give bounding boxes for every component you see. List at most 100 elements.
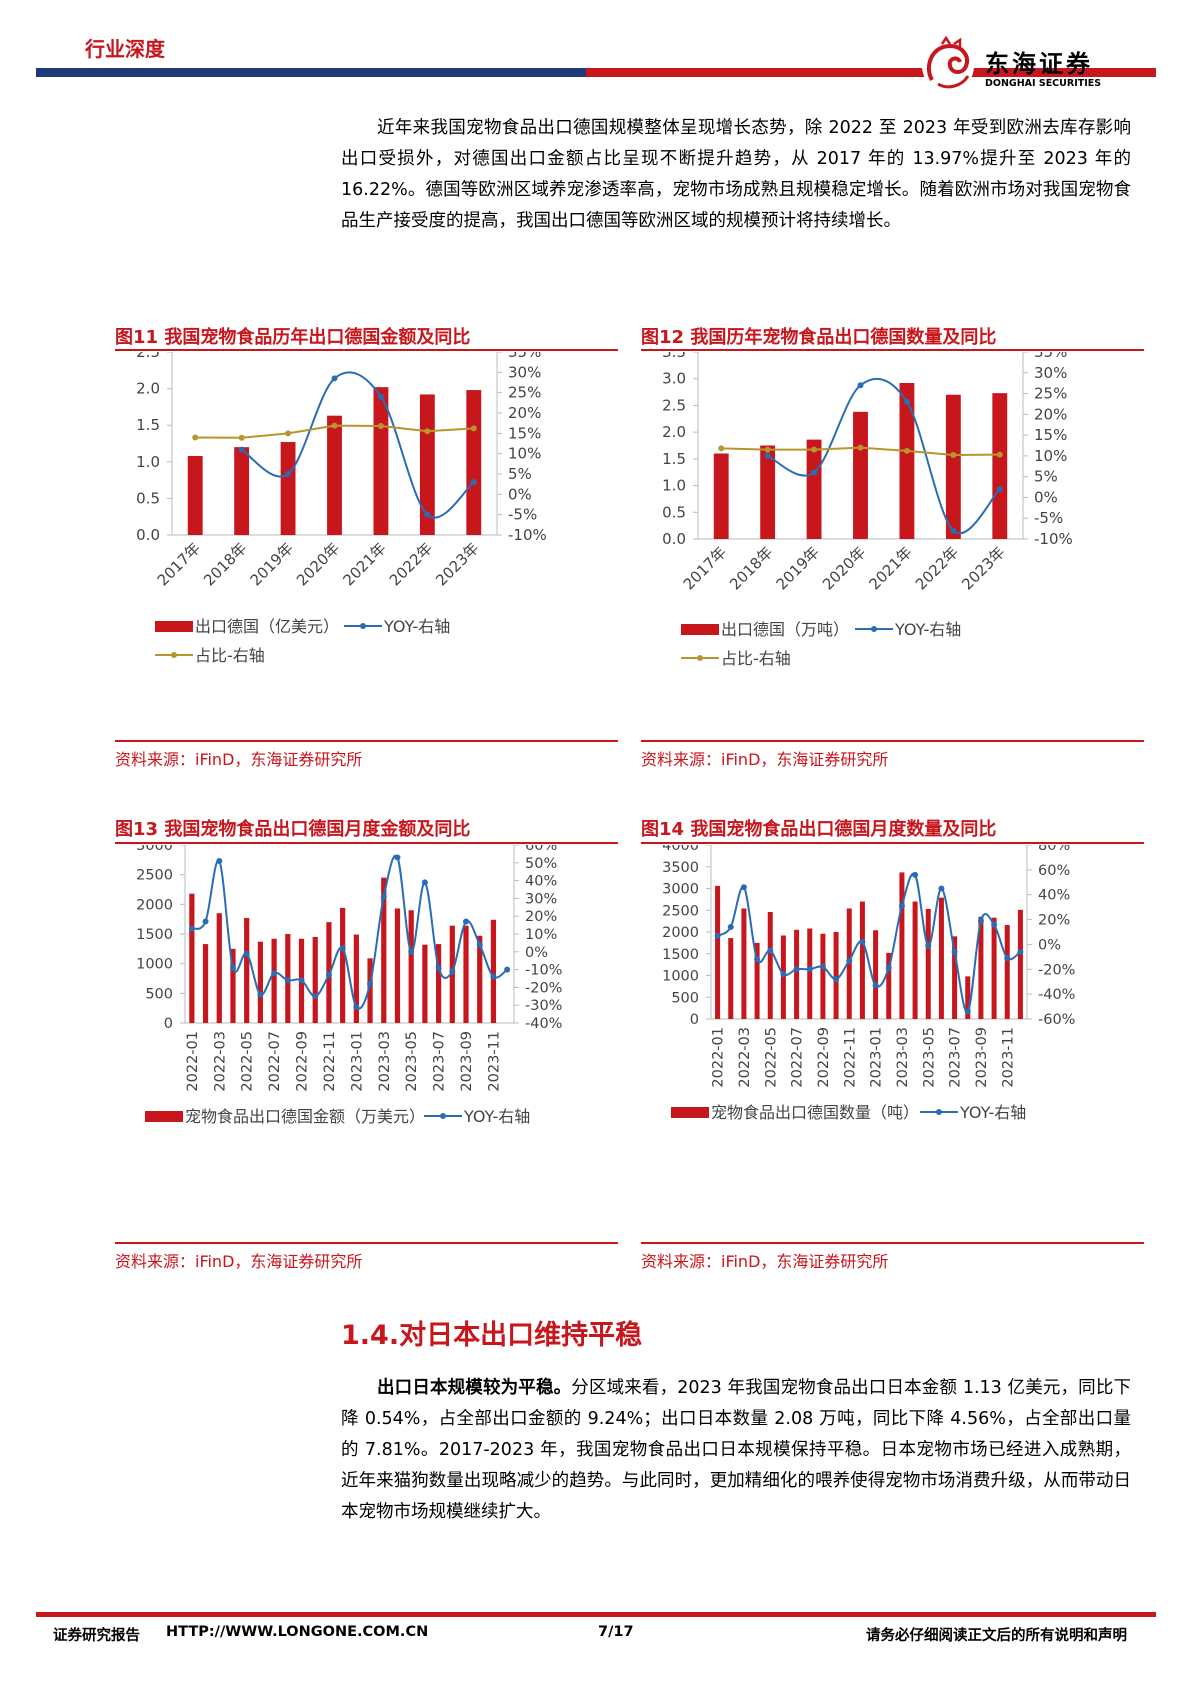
bar (271, 938, 277, 1023)
x-tick-label: 2023-09 (974, 1027, 990, 1088)
right-tick-label: 15% (1034, 426, 1067, 444)
right-tick-label: -5% (508, 506, 537, 524)
x-tick-label: 2022-01 (185, 1031, 201, 1092)
figure-14-bottom-rule (641, 1242, 1144, 1244)
bar (859, 901, 865, 1019)
x-tick-label: 2023-05 (921, 1027, 937, 1088)
bar (899, 382, 915, 539)
x-tick-label: 2019年 (773, 543, 823, 593)
yoy-point (754, 956, 761, 963)
right-tick-label: 10% (508, 445, 541, 463)
left-tick-label: 2.5 (662, 396, 686, 414)
right-tick-label: 20% (1038, 913, 1070, 929)
left-tick-label: 2.5 (136, 352, 160, 361)
right-tick-label: 0% (1034, 488, 1058, 506)
left-tick-label: 1.5 (136, 416, 160, 434)
figure-11-title: 图11 我国宠物食品历年出口德国金额及同比 (115, 327, 471, 348)
legend-label: 出口德国（亿美元） (195, 617, 339, 636)
yoy-point (714, 932, 721, 939)
right-tick-label: -10% (508, 526, 547, 544)
share-point (718, 445, 725, 452)
bar (381, 877, 387, 1023)
right-tick-label: -20% (525, 980, 562, 996)
figure-13-title: 图13 我国宠物食品出口德国月度金额及同比 (115, 819, 471, 840)
bar (187, 455, 203, 535)
bar (490, 919, 497, 1023)
yoy-point (298, 977, 305, 984)
share-point (903, 447, 910, 454)
yoy-point (202, 918, 209, 925)
yoy-point (859, 938, 866, 945)
right-tick-label: 80% (1038, 845, 1070, 854)
share-point (811, 446, 818, 453)
right-tick-label: -40% (1038, 987, 1075, 1003)
legend-label: 宠物食品出口德国数量（吨） (711, 1103, 919, 1122)
legend-label: YOY-右轴 (463, 1107, 530, 1126)
right-tick-label: -40% (525, 1016, 562, 1032)
yoy-point (1004, 955, 1011, 962)
footer-url[interactable]: HTTP://WWW.LONGONE.COM.CN (166, 1624, 429, 1640)
left-tick-label: 4000 (662, 845, 699, 854)
yoy-point (964, 1008, 971, 1015)
bar (713, 453, 729, 539)
figure-13-chart: 0 500 1000 1500 2000 2500 3000 -40% -30% -20%-10%… (136, 845, 562, 1126)
bar (925, 908, 931, 1019)
bar (886, 952, 892, 1019)
bar (340, 907, 346, 1023)
bar (1017, 909, 1023, 1019)
x-tick-label: 2018年 (200, 539, 250, 589)
x-tick-label: 2022-03 (737, 1027, 753, 1088)
left-tick-label: 0.0 (136, 526, 160, 544)
brand-name-cn: 东海证券 (985, 50, 1093, 78)
figure-12-bottom-rule (641, 740, 1144, 742)
yoy-point (424, 511, 431, 518)
section-paragraph: 出口日本规模较为平稳。分区域来看，2023 年我国宠物食品出口日本金额 1.13… (341, 1373, 1131, 1528)
right-tick-label: 20% (525, 909, 557, 925)
left-tick-label: 2.0 (662, 423, 686, 441)
x-tick-label: 2023-07 (432, 1031, 448, 1092)
yoy-point (331, 375, 338, 382)
left-tick-label: 1500 (662, 947, 699, 963)
left-tick-label: 2500 (662, 903, 699, 919)
right-tick-label: 40% (1038, 888, 1070, 904)
figure-13-source: 资料来源：iFinD，东海证券研究所 (115, 1252, 363, 1271)
figure-12-source: 资料来源：iFinD，东海证券研究所 (641, 750, 889, 769)
yoy-point (243, 950, 250, 957)
legend-swatch-point (936, 1109, 942, 1115)
x-tick-label: 2023-05 (404, 1031, 420, 1092)
right-tick-label: 50% (525, 856, 557, 872)
x-tick-label: 2022-03 (212, 1031, 228, 1092)
left-tick-label: 0 (164, 1016, 173, 1032)
left-tick-label: 2.0 (136, 380, 160, 398)
right-tick-label: 0% (525, 945, 548, 961)
x-tick-label: 2017年 (680, 543, 730, 593)
yoy-line (241, 371, 475, 519)
header-bar-red (586, 68, 1156, 77)
x-tick-label: 2022-07 (267, 1031, 283, 1092)
figure-14-source: 资料来源：iFinD，东海证券研究所 (641, 1252, 889, 1271)
yoy-point (727, 924, 734, 931)
yoy-point (996, 486, 1003, 493)
legend-label: 出口德国（万吨） (721, 620, 849, 639)
bar (435, 944, 442, 1023)
legend-swatch-bar (681, 624, 719, 635)
yoy-point (380, 893, 387, 900)
x-tick-label: 2019年 (247, 539, 297, 589)
bar (912, 901, 918, 1019)
yoy-point (463, 918, 470, 925)
bar (965, 976, 971, 1019)
yoy-point (938, 885, 945, 892)
share-point (950, 452, 957, 459)
yoy-line (191, 854, 508, 1010)
brand-name-en: DONGHAI SECURITIES (985, 78, 1102, 89)
bar (202, 944, 209, 1023)
bar (373, 387, 389, 535)
right-tick-label: 60% (525, 845, 557, 854)
right-tick-label: 35% (1034, 352, 1067, 361)
legend-swatch-point (697, 655, 703, 661)
bar (216, 913, 222, 1023)
figure-12-top-rule (641, 349, 1144, 351)
yoy-point (490, 973, 497, 980)
yoy-point (833, 976, 840, 983)
right-tick-label: 0% (508, 485, 532, 503)
